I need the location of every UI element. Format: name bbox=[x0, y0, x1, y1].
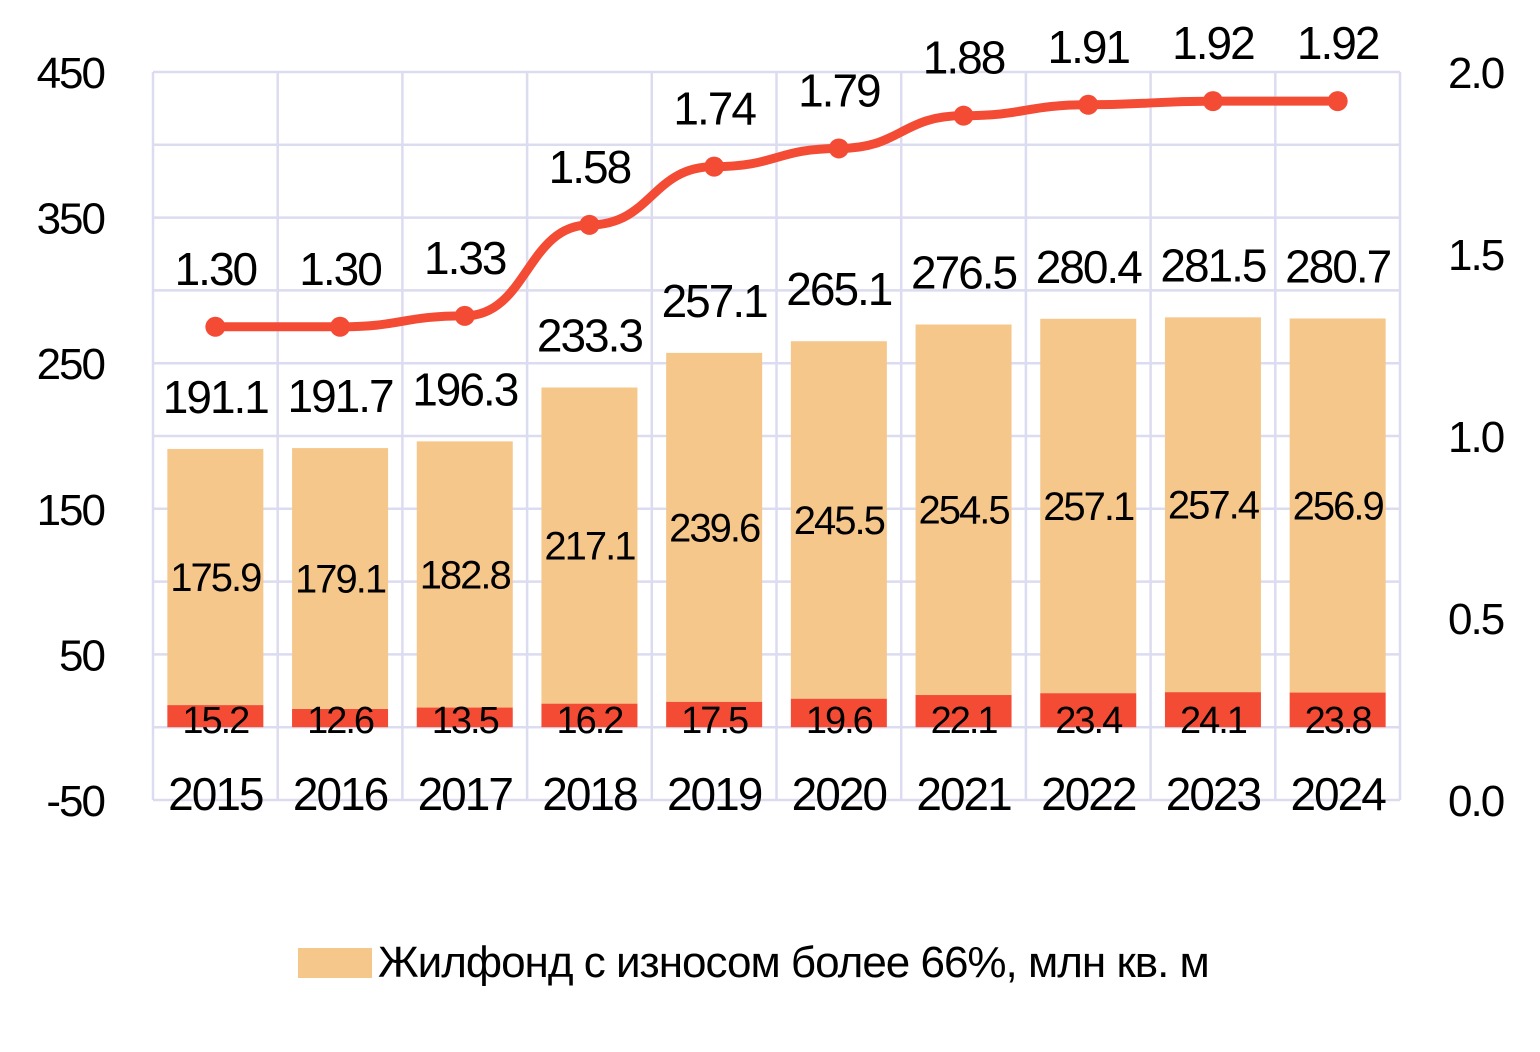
x-tick-label: 2024 bbox=[1290, 768, 1386, 820]
data-label-orange: 217.1 bbox=[544, 525, 635, 569]
bar-segment-red bbox=[790, 698, 887, 728]
x-tick-label: 2016 bbox=[293, 768, 388, 820]
data-label-total: 280.4 bbox=[1036, 241, 1143, 293]
data-label-red: 15.2 bbox=[182, 700, 249, 742]
data-label-orange: 179.1 bbox=[295, 557, 386, 601]
bar-segment-red bbox=[1289, 692, 1386, 728]
bar-segment-red bbox=[1164, 692, 1261, 728]
line-point bbox=[454, 305, 475, 326]
x-tick-label: 2019 bbox=[667, 768, 762, 820]
y-right-tick-label: 0.0 bbox=[1448, 777, 1504, 826]
legend-swatch bbox=[298, 948, 372, 978]
line-data-label: 1.33 bbox=[424, 232, 506, 284]
line-data-label: 1.30 bbox=[175, 243, 257, 295]
data-label-orange: 256.9 bbox=[1293, 485, 1384, 529]
data-label-red: 23.8 bbox=[1305, 700, 1372, 742]
data-label-orange: 254.5 bbox=[918, 489, 1009, 533]
line-data-label: 1.92 bbox=[1172, 17, 1254, 69]
data-label-total: 196.3 bbox=[412, 363, 518, 415]
line-point bbox=[205, 316, 226, 337]
legend: Жилфонд с износом более 66%, млн кв. м bbox=[298, 938, 1210, 988]
x-tick-label: 2018 bbox=[542, 768, 637, 820]
bar-segment-orange bbox=[1040, 318, 1137, 694]
y-left-tick-label: 450 bbox=[37, 49, 105, 98]
bar-segment-orange bbox=[416, 441, 513, 708]
line-data-label: 1.30 bbox=[299, 243, 381, 295]
line-data-label: 1.91 bbox=[1047, 21, 1129, 73]
bar-segment-orange bbox=[790, 341, 887, 699]
data-label-red: 12.6 bbox=[307, 700, 374, 742]
bar-segment-orange bbox=[1164, 317, 1261, 693]
data-label-total: 281.5 bbox=[1160, 239, 1266, 291]
bar-segment-orange bbox=[292, 448, 389, 709]
bar-segment-red bbox=[666, 701, 763, 728]
bar-segment-orange bbox=[915, 324, 1012, 696]
line-point bbox=[704, 156, 725, 177]
bar-segment-red bbox=[167, 705, 264, 728]
data-label-orange: 257.4 bbox=[1168, 484, 1260, 528]
data-label-orange: 239.6 bbox=[669, 506, 760, 550]
line-data-label: 1.79 bbox=[798, 64, 880, 116]
line-data-label: 1.88 bbox=[923, 32, 1005, 84]
data-label-red: 13.5 bbox=[432, 700, 499, 742]
legend-label: Жилфонд с износом более 66%, млн кв. м bbox=[378, 938, 1210, 987]
line-point bbox=[828, 138, 849, 159]
line-point bbox=[1327, 91, 1348, 112]
y-left-tick-label: -50 bbox=[46, 777, 104, 826]
data-label-total: 191.7 bbox=[287, 370, 393, 422]
line-point bbox=[1202, 91, 1223, 112]
data-label-orange: 182.8 bbox=[420, 553, 511, 597]
line-data-label: 1.58 bbox=[549, 141, 631, 193]
bar-segment-red bbox=[915, 695, 1012, 728]
x-tick-label: 2017 bbox=[418, 768, 513, 820]
data-label-total: 233.3 bbox=[537, 310, 643, 362]
data-label-orange: 257.1 bbox=[1043, 485, 1134, 529]
bar-segment-orange bbox=[167, 448, 264, 706]
y-left-tick-label: 50 bbox=[59, 631, 104, 680]
data-label-red: 16.2 bbox=[556, 700, 623, 742]
data-label-red: 24.1 bbox=[1180, 700, 1247, 742]
bar-segment-red bbox=[292, 708, 389, 728]
y-left-tick-label: 150 bbox=[37, 486, 105, 535]
bar-segment-orange bbox=[541, 387, 638, 704]
x-tick-label: 2022 bbox=[1041, 768, 1136, 820]
data-label-total: 257.1 bbox=[662, 275, 768, 327]
x-tick-label: 2021 bbox=[916, 768, 1011, 820]
data-label-red: 22.1 bbox=[931, 700, 998, 742]
y-right-tick-label: 1.0 bbox=[1448, 413, 1504, 462]
x-tick-label: 2023 bbox=[1166, 768, 1261, 820]
bar-segment-orange bbox=[666, 352, 763, 702]
data-label-red: 19.6 bbox=[806, 700, 873, 742]
data-label-total: 191.1 bbox=[163, 371, 269, 423]
y-left-tick-label: 350 bbox=[37, 195, 105, 244]
line-data-label: 1.74 bbox=[673, 83, 756, 135]
data-label-total: 280.7 bbox=[1285, 241, 1391, 293]
bar-segment-red bbox=[541, 703, 638, 728]
line-series bbox=[210, 96, 1343, 332]
x-tick-label: 2020 bbox=[792, 768, 887, 820]
y-right-tick-label: 0.5 bbox=[1448, 595, 1504, 644]
x-tick-label: 2015 bbox=[168, 768, 263, 820]
bar-segment-red bbox=[1040, 693, 1137, 728]
data-label-red: 23.4 bbox=[1055, 700, 1123, 742]
data-label-total: 265.1 bbox=[786, 263, 892, 315]
line-data-label: 1.92 bbox=[1297, 17, 1379, 69]
line-point bbox=[330, 316, 351, 337]
data-label-total: 276.5 bbox=[911, 246, 1017, 298]
line-point bbox=[953, 105, 974, 126]
data-label-red: 17.5 bbox=[681, 700, 748, 742]
y-right-tick-label: 2.0 bbox=[1448, 49, 1504, 98]
y-right-tick-label: 1.5 bbox=[1448, 231, 1504, 280]
data-label-orange: 245.5 bbox=[794, 499, 885, 543]
bar-segment-red bbox=[416, 707, 513, 728]
chart: -50 50 150 250 350 450 0.0 0.5 1.0 1.5 2.0 15.2 175.… bbox=[37, 17, 1506, 826]
bar-segment-orange bbox=[1289, 318, 1386, 693]
y-left-tick-label: 250 bbox=[37, 340, 105, 389]
data-label-orange: 175.9 bbox=[170, 556, 261, 600]
line-point bbox=[579, 214, 600, 235]
line-point bbox=[1078, 94, 1099, 115]
